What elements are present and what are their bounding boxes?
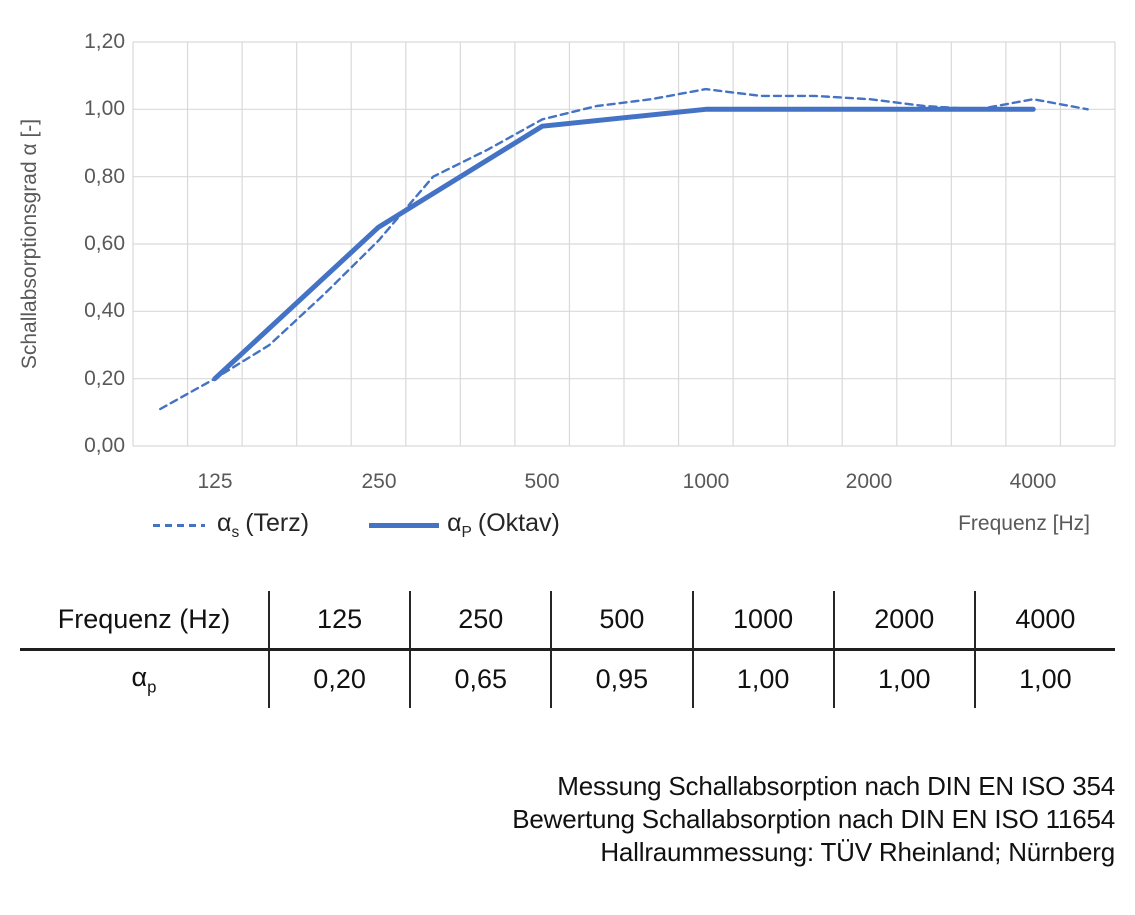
y-axis-title: Schallabsorptionsgrad α [-]: [18, 118, 41, 370]
y-tick-label: 0,20: [84, 367, 125, 390]
table-value-cell: 0,95: [550, 651, 691, 708]
table-value-cell: 1,00: [832, 651, 974, 708]
table-value-cell: 0,65: [409, 651, 550, 708]
legend-label-terz: αs (Terz): [217, 508, 310, 541]
table-header-cell: 125: [268, 591, 410, 651]
x-tick-label: 4000: [1009, 470, 1057, 493]
note-line: Messung Schallabsorption nach DIN EN ISO…: [557, 771, 1115, 801]
y-tick-label: 0,00: [84, 434, 125, 457]
legend-item-oktav: αP (Oktav): [369, 509, 560, 542]
table-header-cell: 2000: [832, 591, 974, 651]
x-axis-title: Frequenz [Hz]: [958, 512, 1090, 535]
x-tick-label: 1000: [682, 470, 730, 493]
note-line: Hallraummessung: TÜV Rheinland; Nürnberg: [600, 837, 1115, 867]
note-line: Bewertung Schallabsorption nach DIN EN I…: [512, 804, 1115, 834]
legend-item-terz: αs (Terz): [153, 509, 309, 542]
y-tick-label: 0,80: [84, 165, 125, 188]
y-tick-label: 1,20: [84, 30, 125, 53]
table-header-cell: 500: [550, 591, 692, 651]
y-tick-label: 1,00: [84, 97, 125, 120]
table-value-cell: 0,20: [268, 651, 409, 708]
absorption-line-chart: [132, 41, 1116, 447]
x-tick-label: 125: [197, 470, 233, 493]
solid-line-swatch: [369, 522, 440, 528]
y-tick-label: 0,60: [84, 232, 125, 255]
legend-label-oktav: αP (Oktav): [447, 508, 560, 541]
table-header-cell: 4000: [973, 591, 1115, 651]
table-header-cell: Frequenz (Hz): [20, 591, 268, 651]
x-tick-label: 2000: [845, 470, 893, 493]
table-header-cell: 250: [409, 591, 551, 651]
dashed-line-swatch: [153, 523, 205, 527]
measurement-notes: Messung Schallabsorption nach DIN EN ISO…: [512, 770, 1115, 869]
x-tick-label: 250: [361, 470, 397, 493]
chart-legend: αs (Terz) αP (Oktav): [153, 508, 560, 542]
table-row-label: αp: [131, 661, 157, 697]
table-header-cell: 1000: [691, 591, 833, 651]
y-tick-label: 0,40: [84, 299, 125, 322]
x-tick-label: 500: [524, 470, 560, 493]
absorption-table: Frequenz (Hz) 125 250 500 1000 2000 4000…: [20, 591, 1115, 708]
table-value-cell: 1,00: [691, 651, 833, 708]
table-value-cell: 1,00: [973, 651, 1115, 708]
